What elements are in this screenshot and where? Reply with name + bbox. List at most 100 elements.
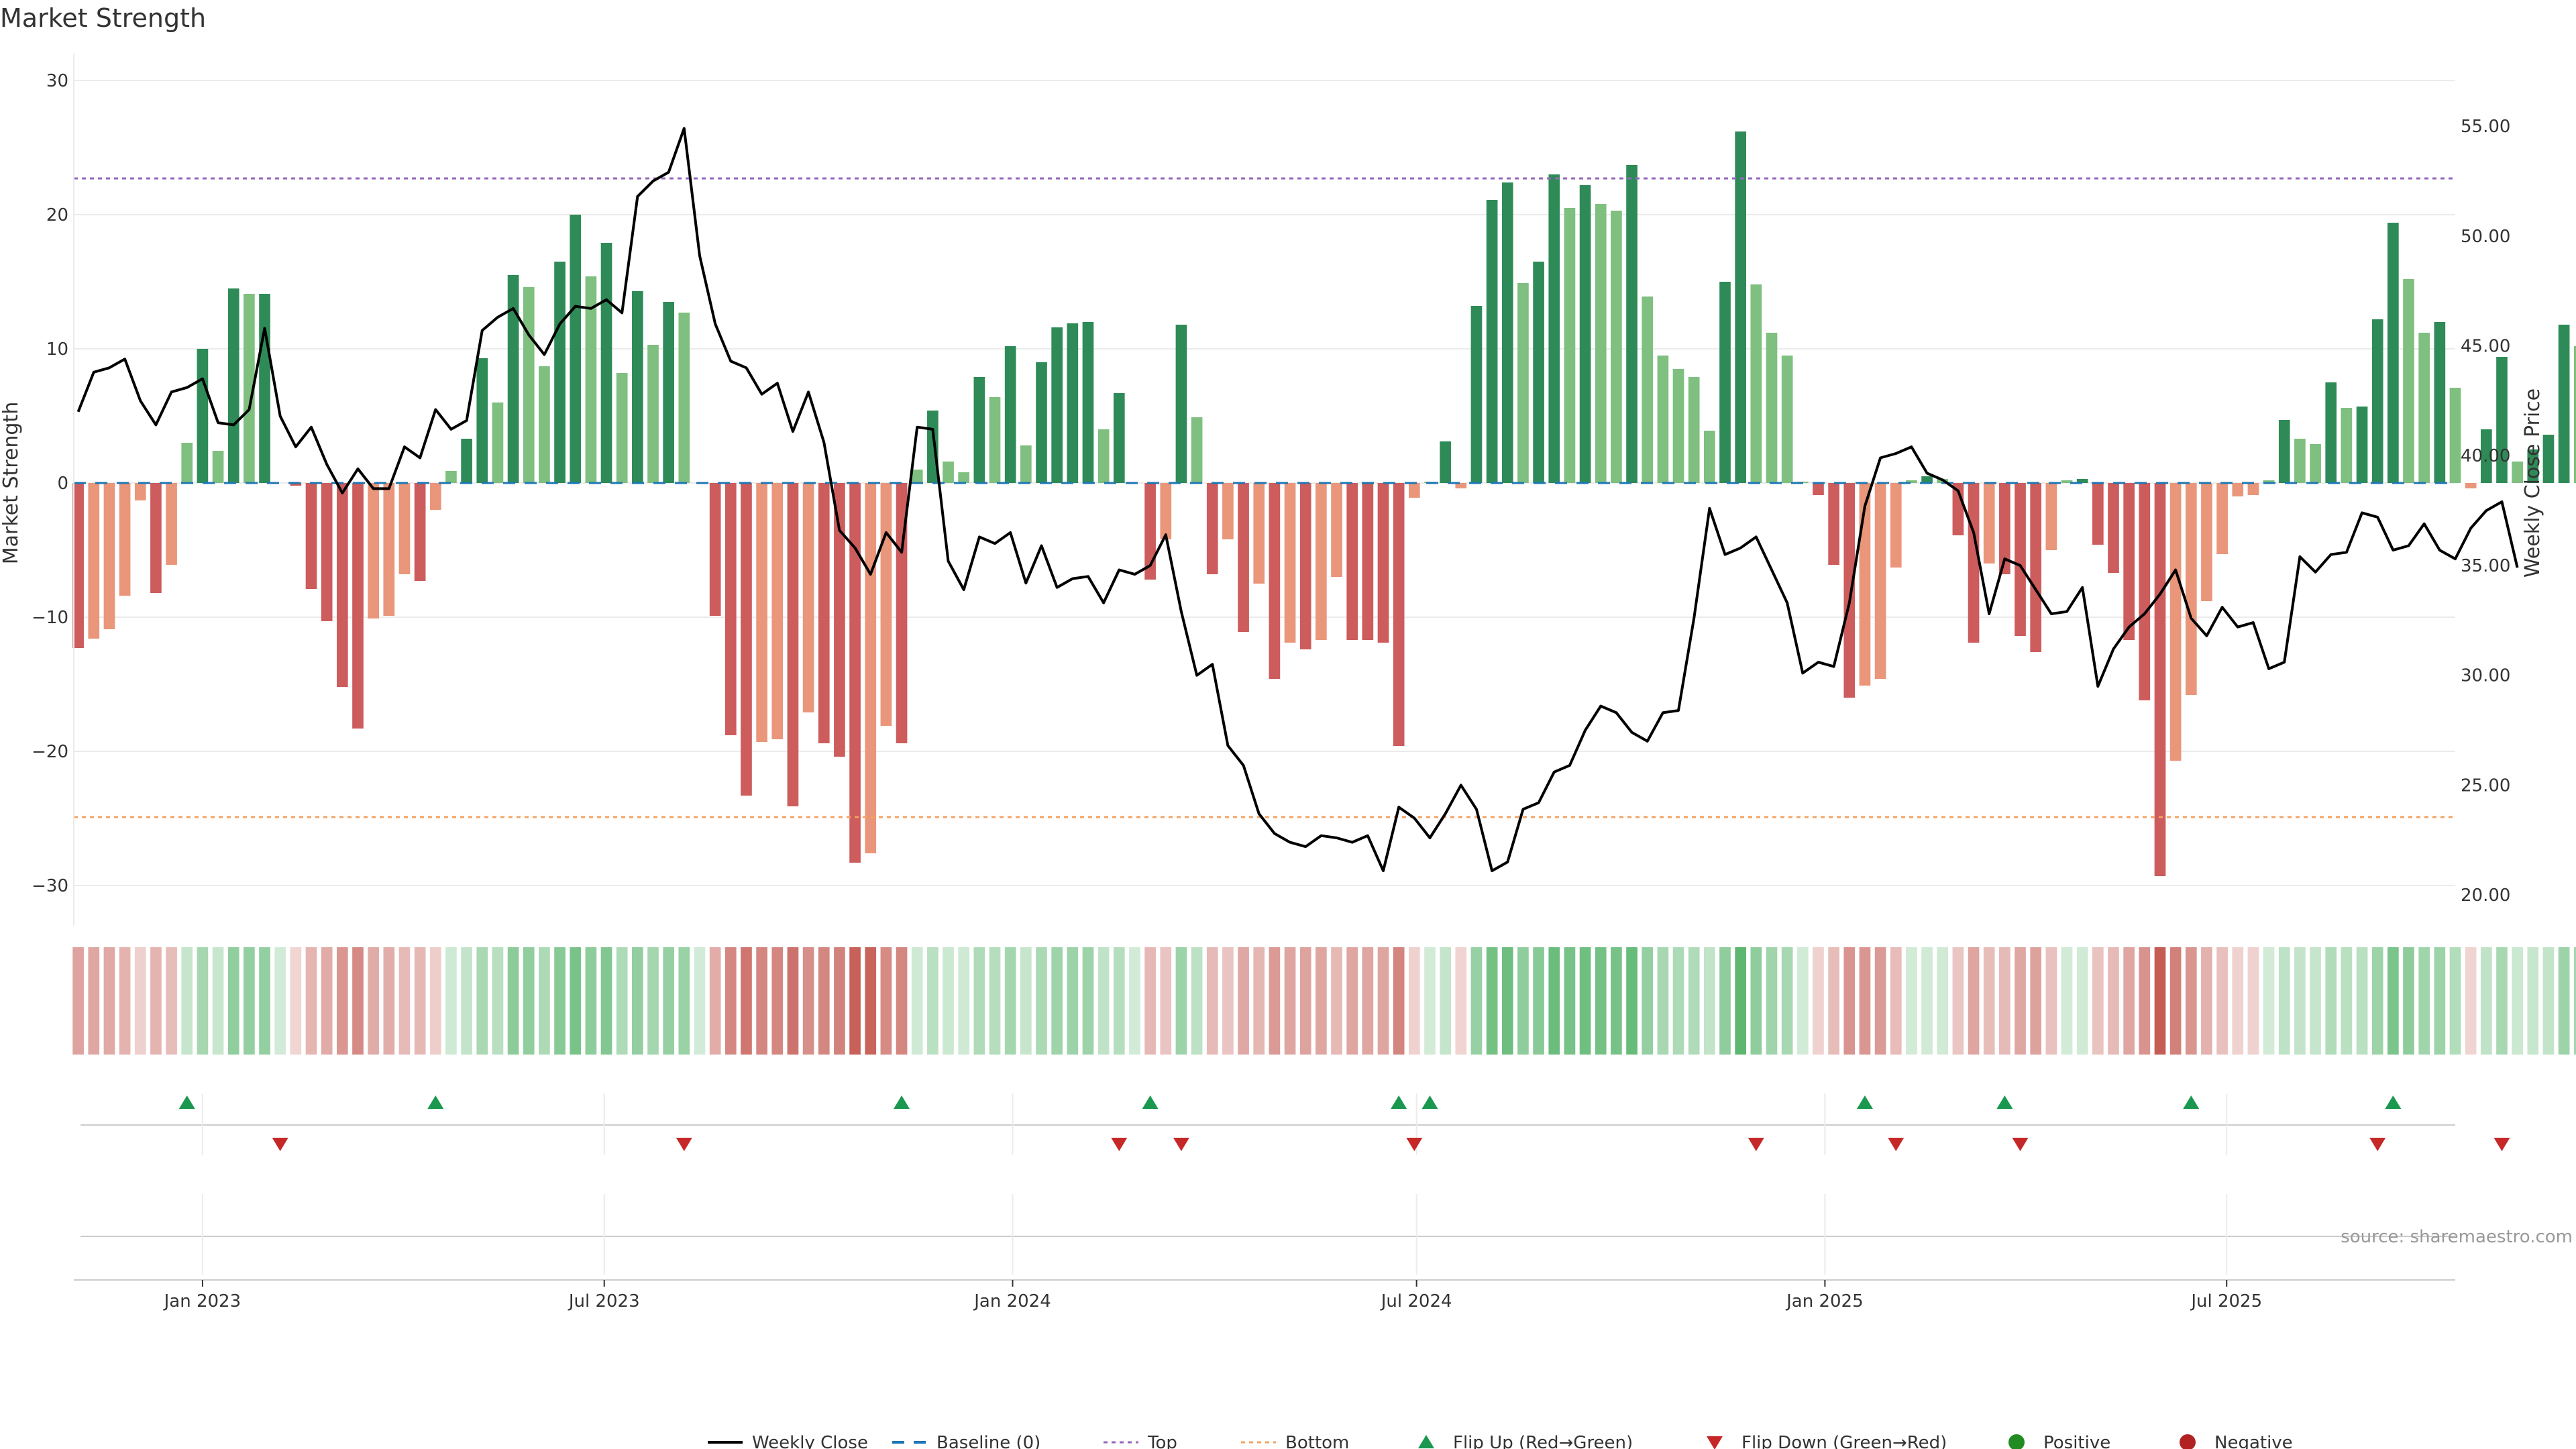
y-axis-left-title: Market Strength [0, 402, 23, 564]
strength-bar [492, 402, 504, 483]
heat-cell [72, 947, 84, 1055]
strength-bar [2387, 223, 2399, 483]
strength-bar [1983, 483, 1995, 564]
heat-cell [2108, 947, 2119, 1055]
legend-label: Top [1147, 1433, 1177, 1449]
strength-bar [2108, 483, 2119, 573]
heat-cell [616, 947, 628, 1055]
strength-bar [2154, 483, 2166, 876]
heat-cell [911, 947, 923, 1055]
heat-cell [554, 947, 566, 1055]
heat-cell [1999, 947, 2010, 1055]
heat-cell [1299, 947, 1311, 1055]
strength-bar [1408, 483, 1420, 498]
heat-cell [2310, 947, 2321, 1055]
heat-cell [787, 947, 799, 1055]
strength-bar [1735, 131, 1747, 483]
heat-cell [461, 947, 472, 1055]
heat-cell [1564, 947, 1576, 1055]
strength-bar [1564, 208, 1576, 483]
heat-cell [2527, 947, 2539, 1055]
heat-cell [1688, 947, 1700, 1055]
strength-bar [72, 483, 84, 648]
heat-cell [1796, 947, 1809, 1055]
strength-bar [724, 483, 737, 735]
strength-bar [1766, 333, 1778, 483]
xtick-label: Jul 2023 [568, 1291, 640, 1311]
legend-swatch-negative [2180, 1434, 2196, 1449]
heat-cell [1906, 947, 1917, 1055]
heat-cell [539, 947, 550, 1055]
heat-cell [414, 947, 426, 1055]
strength-bar [1036, 362, 1047, 483]
strength-bar [1440, 441, 1451, 483]
heat-cell [2294, 947, 2306, 1055]
heat-cell [1051, 947, 1063, 1055]
strength-bars [72, 131, 2576, 876]
strength-bar [1346, 483, 1358, 640]
strength-bar [2434, 322, 2446, 483]
strength-bar [1688, 377, 1700, 483]
legend-swatch-flip-down [1707, 1436, 1723, 1449]
strength-bar [259, 294, 270, 483]
heat-cell [1175, 947, 1187, 1055]
strength-bar [1501, 182, 1513, 483]
heat-cell [1611, 947, 1622, 1055]
strength-bar [1377, 483, 1389, 643]
heat-cell [352, 947, 364, 1055]
weekly-close-series [76, 127, 2519, 873]
strength-bar [2278, 420, 2290, 483]
strength-bar [1362, 483, 1374, 640]
strength-bar [1704, 431, 1715, 483]
strength-bar [2076, 479, 2088, 483]
heat-cell [2356, 947, 2368, 1055]
strength-bar [663, 302, 675, 483]
heat-cell [523, 947, 535, 1055]
heat-cell [134, 947, 146, 1055]
strength-bar [989, 397, 1001, 483]
strength-bar [1206, 483, 1218, 574]
strength-bar [398, 483, 411, 574]
heat-cell [1843, 947, 1856, 1055]
strength-bar [616, 373, 628, 483]
strength-bar [1719, 282, 1731, 483]
flip-markers-panel [80, 1093, 2510, 1275]
heat-cell [2387, 947, 2399, 1055]
ytick-right-label: 25.00 [2461, 775, 2510, 796]
heat-cell [1874, 947, 1886, 1055]
heat-cell [2169, 947, 2182, 1055]
heat-cell [1036, 947, 1047, 1055]
strength-bar [1284, 483, 1296, 643]
xtick-label: Jul 2025 [2190, 1291, 2262, 1311]
strength-bar [2310, 444, 2321, 483]
strength-bar [1175, 325, 1187, 483]
heat-cell [958, 947, 970, 1055]
heat-cell [1470, 947, 1483, 1055]
strength-bar [741, 483, 752, 796]
strength-bar [244, 294, 255, 483]
strength-bar [2325, 382, 2337, 483]
strength-bar [2527, 449, 2539, 483]
heat-cell [1082, 947, 1094, 1055]
heat-cell [2123, 947, 2135, 1055]
flip-up-marker [2385, 1095, 2402, 1109]
strength-bar [2418, 333, 2430, 483]
heat-cell [1921, 947, 1933, 1055]
heat-cell [1533, 947, 1544, 1055]
heat-cell [2496, 947, 2508, 1055]
strength-bar [1299, 483, 1311, 649]
heat-cell [1937, 947, 1949, 1055]
heat-cell [849, 947, 861, 1055]
strength-bar [1999, 483, 2010, 574]
strength-bar [958, 472, 970, 483]
strength-bar [336, 483, 348, 687]
heat-cell [1316, 947, 1327, 1055]
heat-cell [1781, 947, 1793, 1055]
ytick-left-label: 30 [46, 71, 68, 91]
heat-cell [678, 947, 690, 1055]
strength-bar [585, 276, 597, 483]
flip-up-marker [1421, 1095, 1438, 1109]
strength-bar [1781, 356, 1793, 483]
strength-bar [227, 288, 239, 483]
reference-lines [74, 177, 2455, 818]
